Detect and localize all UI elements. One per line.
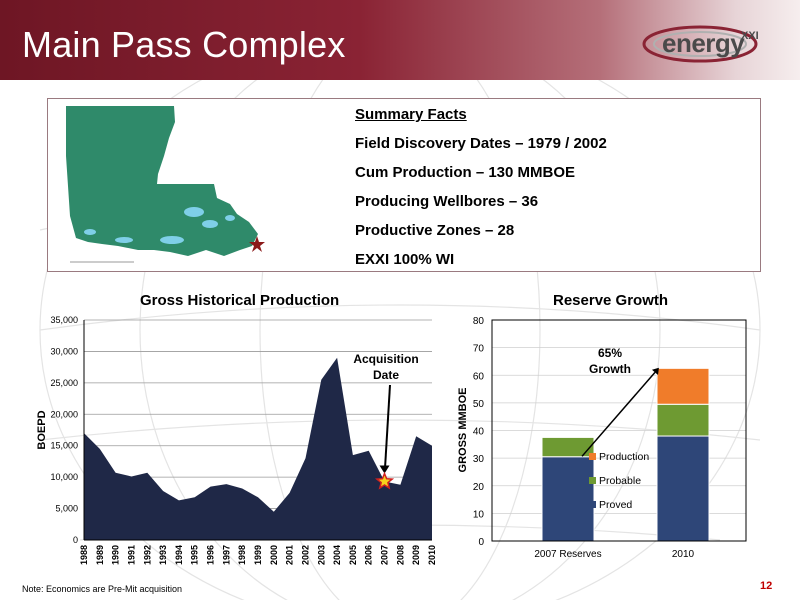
map-water [84,207,235,244]
production-area [84,357,432,540]
acquisition-star-icon [374,471,395,490]
reserve-bar-proved [656,435,710,542]
production-x-tick-label: 1991 [127,545,137,565]
growth-label-line-1: 65% [598,346,622,360]
legend-label-proved: Proved [599,499,632,511]
logo-swoosh-icon [642,25,758,63]
fact-discovery-dates: Field Discovery Dates – 1979 / 2002 [355,135,607,152]
production-x-tick-label: 1992 [142,545,152,565]
reserve-bar-probable [656,403,710,437]
summary-facts: Summary Facts Field Discovery Dates – 19… [355,104,607,278]
production-x-tick-label: 2001 [285,545,295,565]
production-x-tick-label: 2005 [348,545,358,565]
acquisition-arrow [384,384,391,468]
production-chart: 0 5,000 10,000 15,000 20,000 25,000 30,000 35,0… [36,315,437,565]
production-x-tick-label: 1988 [79,545,89,565]
growth-arrowhead [652,367,659,375]
slide-title: Main Pass Complex [22,24,346,65]
reserve-y-tick-label: 60 [473,371,485,382]
production-x-tick-label: 2009 [411,545,421,565]
production-y-tick-label: 25,000 [50,378,78,388]
reserve-y-tick-label: 70 [473,344,485,355]
production-y-tick-label: 20,000 [50,409,78,419]
reserve-y-tick-label: 10 [473,509,485,520]
production-x-tick-label: 1995 [190,545,200,565]
production-x-tick-label: 2010 [427,545,437,565]
production-x-tick-label: 2006 [364,545,374,565]
fact-cum-production: Cum Production – 130 MMBOE [355,164,576,181]
production-y-tick-label: 30,000 [50,346,78,356]
reserve-y-tick-label: 0 [478,537,484,548]
reserve-y-tick-label: 20 [473,482,485,493]
reserve-y-tick-label: 30 [473,454,485,465]
reserve-x-tick-label: 2007 Reserves [534,549,601,560]
reserve-bar-probable [541,436,595,458]
production-y-axis-label: BOEPD [36,410,48,449]
growth-label-line-2: Growth [589,362,631,376]
production-x-tick-label: 1996 [206,545,216,565]
growth-annotation: 65% Growth [581,346,659,457]
reserve-plot-frame [491,319,747,542]
production-x-tick-label: 2002 [301,545,311,565]
production-x-tick-label: 2007 [380,545,390,565]
production-y-tick-label: 15,000 [50,441,78,451]
production-x-tick-label: 1993 [158,545,168,565]
legend-swatch-production [589,453,596,460]
reserve-y-axis-label: GROSS MMBOE [457,388,469,473]
main-pass-star-icon [249,236,265,252]
production-x-tick-label: 2000 [269,545,279,565]
acquisition-arrowhead [379,465,390,474]
fact-working-interest: EXXI 100% WI [355,251,455,268]
reserve-chart-title: Reserve Growth [553,292,669,309]
reserve-bar-production [656,367,710,405]
acquisition-label-line-2: Date [373,368,399,382]
production-x-tick-label: 1989 [95,545,105,565]
legend-swatch-proved [589,501,596,508]
legend-label-probable: Probable [599,475,641,487]
footnote: Note: Economics are Pre-Mit acquisition [22,584,183,594]
acquisition-annotation: Acquisition Date [353,352,419,490]
reserve-y-tick-label: 50 [473,399,485,410]
production-x-tick-label: 1999 [253,545,263,565]
reserve-bar-proved [541,456,595,542]
production-y-tick-label: 0 [73,535,78,545]
production-x-tick-label: 1997 [221,545,231,565]
production-y-tick-label: 5,000 [55,504,78,514]
page-number: 12 [760,580,773,592]
reserve-chart: 0 10 20 30 40 50 60 70 80 2007 Reserves 2010 GROS… [457,316,747,560]
production-x-tick-label: 1990 [111,545,121,565]
production-y-tick-label: 35,000 [50,315,78,325]
fact-producing-wellbores: Producing Wellbores – 36 [355,193,539,210]
production-x-tick-label: 2003 [316,545,326,565]
production-x-tick-label: 1994 [174,545,184,565]
legend-swatch-probable [589,477,596,484]
production-x-tick-label: 1998 [237,545,247,565]
header-bar [0,0,800,80]
production-x-tick-label: 2008 [395,545,405,565]
growth-arrow [581,371,656,457]
production-chart-title: Gross Historical Production [140,292,340,309]
map-land [66,106,258,256]
legend-label-production: Production [599,451,649,463]
production-x-tick-label: 2004 [332,545,342,565]
production-y-tick-label: 10,000 [50,472,78,482]
reserve-x-tick-label: 2010 [672,549,695,560]
fact-productive-zones: Productive Zones – 28 [355,222,515,239]
reserve-y-tick-label: 80 [473,316,485,327]
reserve-legend: Production Probable Proved [589,451,649,511]
summary-heading: Summary Facts [355,106,467,123]
reserve-y-tick-label: 40 [473,427,485,438]
acquisition-label-line-1: Acquisition [353,352,418,366]
louisiana-map [54,100,274,270]
logo-text: energy [662,28,745,58]
energy-xxi-logo: energy XXI [640,20,790,70]
logo-superscript: XXI [741,30,759,42]
